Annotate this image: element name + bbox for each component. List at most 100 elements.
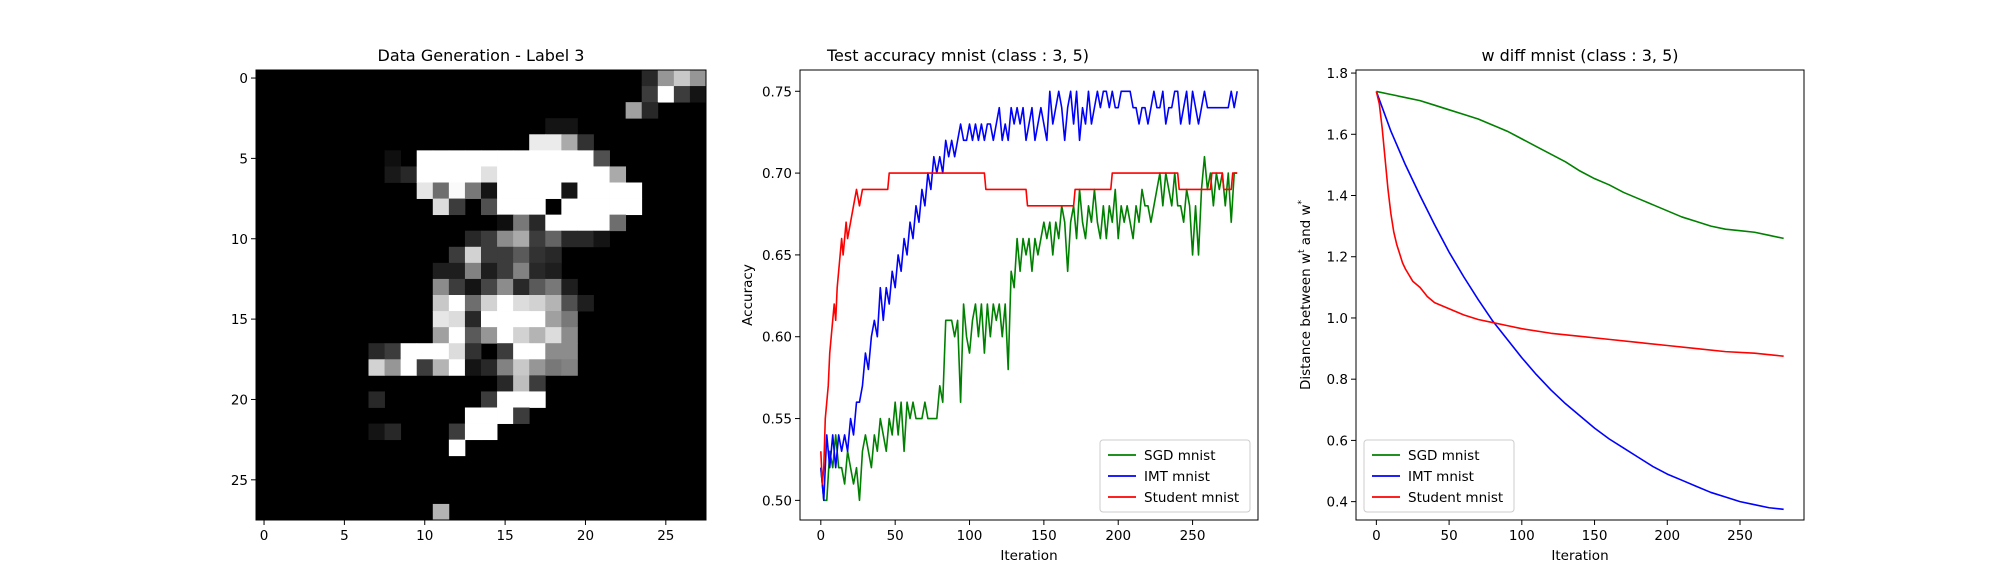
heatmap-cell [448,278,466,296]
heatmap-cell [481,359,498,376]
heatmap-cell [432,182,450,199]
heatmap-cell [577,134,594,151]
heatmap-cell [561,150,578,167]
heatmap-cell [513,166,530,183]
wdiff-title: w diff mnist (class : 3, 5) [1481,46,1678,65]
heatmap-cell [497,166,514,183]
heatmap-cell [432,150,450,167]
accuracy-legend-label: IMT mnist [1144,469,1210,485]
wdiff-legend-label: IMT mnist [1408,469,1474,485]
accuracy-ytick-label: 0.55 [762,412,792,428]
heatmap-cell [368,423,385,441]
heatmap-cell [497,375,514,392]
wdiff-series-line-imt [1375,91,1784,511]
heatmap-cell [625,182,643,199]
wdiff-ylabel-mid: and w [1298,204,1314,249]
heatmap-cell [561,359,578,376]
heatmap-cell [561,198,578,216]
wdiff-xtick-label: 150 [1582,528,1608,544]
accuracy-ylabel: Accuracy [740,264,756,326]
heatmap-cell [529,343,546,360]
heatmap-cell [432,198,450,216]
wdiff-ytick-label: 1.2 [1327,250,1348,266]
heatmap-cell [481,262,498,280]
heatmap-cell [529,375,546,392]
heatmap-cell [545,182,562,199]
heatmap-cell [513,375,530,392]
heatmap-cell [545,230,562,248]
heatmap-cell [529,198,546,216]
heatmap-cell [577,295,594,312]
heatmap-frame [255,69,707,521]
wdiff-panel: w diff mnist (class : 3, 5) 0 50 100 150 200… [1297,46,1805,564]
heatmap-cell [513,182,530,199]
accuracy-xtick-label: 100 [957,528,983,544]
heatmap-cell [561,327,578,344]
wdiff-ytick-label: 0.6 [1327,433,1348,449]
accuracy-xlabel: Iteration [1000,548,1057,564]
heatmap-cell [432,327,450,344]
heatmap-cell [529,262,546,280]
heatmap-cell [432,295,450,312]
heatmap-cell [545,343,562,360]
heatmap-cell [513,391,530,408]
heatmap-cell [577,198,594,216]
heatmap-cell [593,182,610,199]
heatmap-cell [497,359,514,376]
heatmap-cell [416,359,434,376]
heatmap-cell [593,230,610,248]
accuracy-lines [820,90,1238,502]
heatmap-cell [416,182,434,199]
heatmap-cell [593,198,610,216]
heatmap-cell [513,150,530,167]
heatmap-cell [561,295,578,312]
heatmap-cell [384,166,402,183]
heatmap-cell [561,343,578,360]
heatmap-cell [464,359,482,376]
heatmap-cell [497,214,514,232]
heatmap-ytick-label: 0 [239,71,248,87]
heatmap-cell [481,278,498,296]
heatmap-cell [609,166,627,183]
accuracy-legend-label: SGD mnist [1144,448,1216,464]
heatmap-cell [464,423,482,441]
accuracy-series-line-sgd [820,155,1238,502]
heatmap-cell [497,343,514,360]
heatmap-cell [513,262,530,280]
wdiff-ytick-label: 1.8 [1327,66,1348,82]
heatmap-cell [545,262,562,280]
accuracy-xtick-label: 250 [1180,528,1206,544]
wdiff-series-line-sgd [1376,90,1784,240]
accuracy-xtick-label: 50 [887,528,904,544]
wdiff-ytick-label: 1.4 [1327,189,1348,205]
heatmap-cell [641,86,659,103]
heatmap-cell [529,391,546,408]
accuracy-ytick-label: 0.50 [762,493,792,509]
heatmap-cell [561,118,578,135]
heatmap-ytick-label: 25 [231,473,248,489]
heatmap-cell [561,134,578,151]
heatmap-cell [513,327,530,344]
heatmap-cell [448,439,466,457]
heatmap-cell [464,246,482,264]
heatmap-cell [641,70,659,87]
heatmap-cell [432,311,450,328]
accuracy-xtick-label: 0 [817,528,826,544]
heatmap-cell [513,359,530,376]
heatmap-cell [432,359,450,376]
heatmap-cell [497,182,514,199]
heatmap-cell [416,343,434,360]
heatmap-cell [432,278,450,296]
heatmap-cell [657,86,675,103]
heatmap-cell [577,182,594,199]
wdiff-xlabel: Iteration [1551,548,1608,564]
heatmap-cell [545,311,562,328]
heatmap-cell [384,343,402,360]
heatmap-cell [464,230,482,248]
heatmap-cell [448,311,466,328]
heatmap-cell [481,246,498,264]
heatmap-cell [609,198,627,216]
heatmap-title: Data Generation - Label 3 [378,46,585,65]
accuracy-xtick-label: 200 [1105,528,1131,544]
heatmap-xtick-label: 25 [657,528,674,544]
